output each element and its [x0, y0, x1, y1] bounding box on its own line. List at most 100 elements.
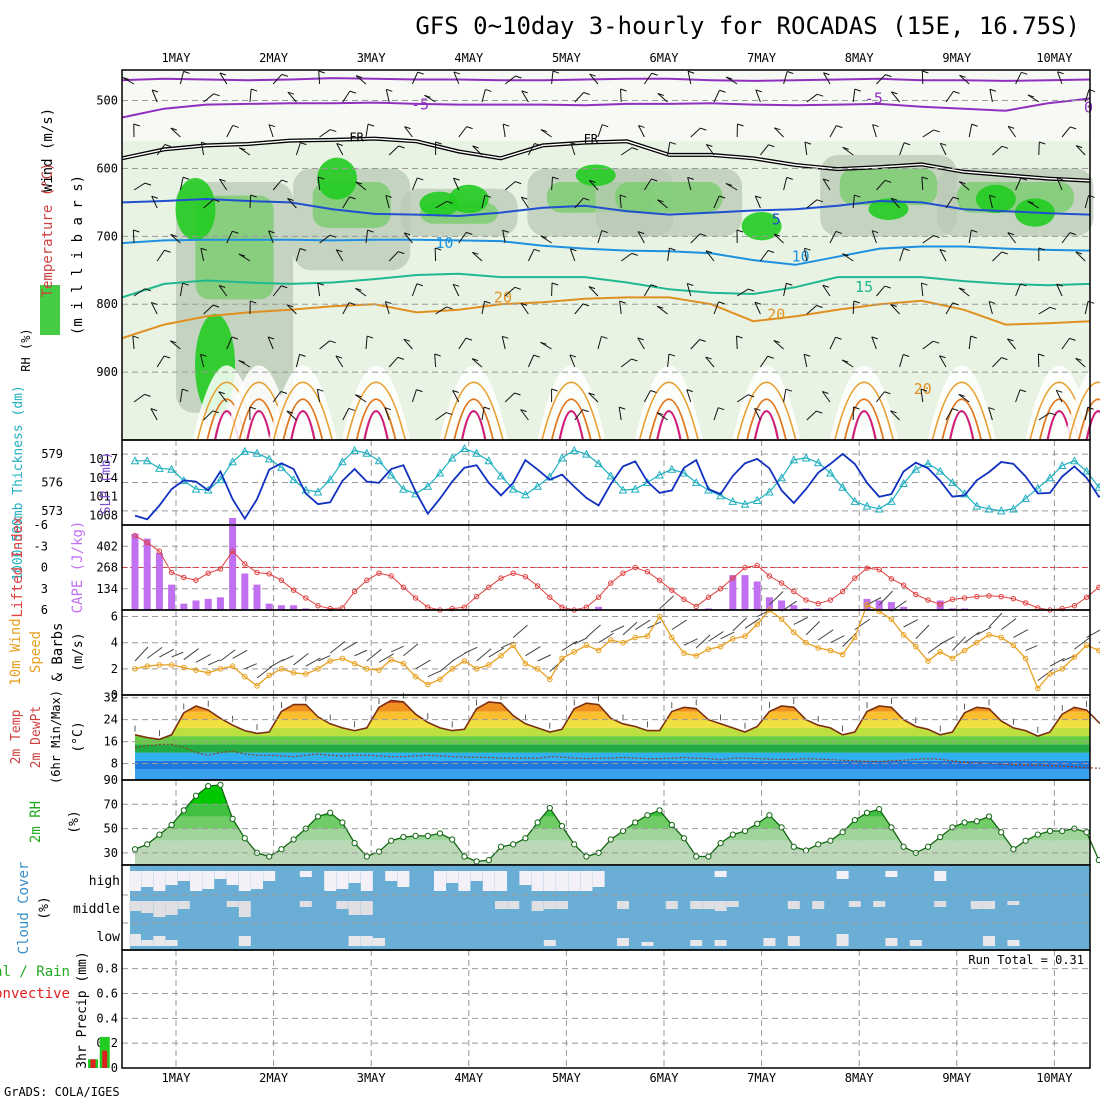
high-cloud-cell: [360, 871, 373, 891]
wind-barb: [435, 412, 447, 421]
wind-speed-point: [181, 664, 187, 671]
rh-point: [607, 836, 614, 843]
surface-wind-barb: [671, 619, 688, 631]
isotherm-line: [121, 77, 1091, 82]
wind-barb-feather: [465, 337, 473, 341]
wind-barb: [1075, 145, 1086, 156]
surface-wind-barb: [525, 646, 541, 657]
lifted-index-label: Lifted Index: [10, 516, 26, 617]
thickness-point: [289, 475, 298, 484]
middle-cloud-cell: [238, 901, 251, 917]
middle-cloud-cell: [531, 901, 544, 911]
rh-point: [351, 840, 358, 847]
middle-cloud-cell: [873, 901, 886, 907]
wind-barb-feather: [657, 92, 664, 96]
pressure-tick-label: 700: [96, 229, 118, 243]
thickness-point: [521, 490, 530, 499]
thickness-point: [728, 496, 738, 505]
wind-barb: [643, 72, 653, 85]
thickness-point: [386, 470, 396, 479]
temp-label-line2: 2m DewPt: [29, 706, 44, 769]
wind-barb-feather: [452, 390, 459, 393]
thickness-point: [667, 464, 677, 473]
cloud-level-label: high: [89, 874, 120, 889]
rh-point: [766, 812, 773, 819]
wind-barb-feather: [891, 91, 898, 95]
high-cloud-cell: [336, 871, 349, 889]
rh-point: [1034, 831, 1041, 838]
wind-barb: [574, 303, 584, 315]
wind-barb-feather: [551, 282, 559, 286]
wind-speed-point: [510, 642, 517, 649]
rh-point: [473, 858, 480, 865]
date-bottom-label: 7MAY: [747, 1071, 777, 1085]
rh-point: [131, 846, 139, 853]
low-cloud-cell: [153, 936, 166, 946]
wind-barb: [773, 340, 784, 350]
temp-tick-label: 8: [111, 757, 118, 771]
rh-point: [510, 841, 517, 848]
wind-barb-feather: [540, 235, 547, 239]
rh-point: [449, 836, 456, 843]
surface-wind-barb: [232, 649, 248, 659]
wind-barb-feather: [472, 145, 479, 149]
date-bottom-label: 1MAY: [162, 1071, 192, 1085]
wind-barb-feather: [182, 282, 189, 286]
wind-label-line2: Speed: [28, 631, 44, 673]
surface-wind-barb: [256, 666, 273, 679]
precip-tick-label: 0.8: [96, 962, 118, 976]
surface-wind-barb: [1013, 629, 1029, 638]
isotherm-label: FR: [584, 132, 599, 146]
wind-barb: [1015, 177, 1022, 191]
wind-barb: [203, 93, 215, 103]
rh-point: [1010, 846, 1017, 853]
wind-barb-feather: [939, 249, 947, 252]
isotherm-label: 0: [1084, 98, 1093, 116]
middle-cloud-cell: [543, 901, 556, 909]
surface-wind-barb: [403, 643, 419, 657]
high-cloud-cell: [214, 871, 227, 879]
wind-barb: [968, 124, 973, 138]
rh-point: [815, 841, 822, 848]
wind-barb: [992, 357, 1002, 368]
wind-barb-feather: [446, 200, 453, 204]
wind-speed-point: [620, 639, 626, 646]
surface-wind-barb: [732, 617, 747, 632]
precip-tick-label: 0.6: [96, 986, 118, 1000]
wind-barb-feather: [836, 125, 843, 129]
li-point: [632, 564, 638, 571]
wind-barb-feather: [1076, 145, 1083, 149]
temp-color-band: [135, 769, 1090, 780]
wind-barb-feather: [1056, 283, 1063, 287]
rh-point: [571, 841, 578, 848]
isotherm-25-loop: [282, 398, 324, 441]
li-point: [400, 584, 407, 591]
wind-speed-point: [315, 666, 321, 672]
surface-wind-barb: [342, 641, 358, 651]
wind-barb-feather: [385, 301, 392, 305]
wind-barb: [570, 142, 576, 156]
low-cloud-cell: [129, 934, 142, 946]
wind-barb: [179, 389, 183, 403]
high-cloud-cell: [519, 871, 532, 885]
wind-barb: [203, 304, 214, 315]
thickness-label: 1000-500mb Thickness (dm): [11, 385, 26, 581]
wind-barb: [1007, 232, 1016, 244]
wind-barb-feather: [589, 179, 596, 183]
rh-point: [424, 832, 431, 839]
surface-wind-barb: [293, 653, 309, 666]
wind-barb: [657, 199, 668, 209]
wind-barb: [203, 410, 214, 421]
wind-barb: [472, 251, 483, 262]
wind-barb: [169, 340, 181, 350]
wind-speed-point: [205, 669, 212, 676]
rh-point: [802, 847, 810, 854]
li-point: [681, 596, 687, 603]
wind-speed-point: [1022, 655, 1029, 662]
thickness-point: [472, 448, 481, 457]
wind-barb: [411, 71, 419, 85]
wind-barb-feather: [1056, 389, 1063, 393]
wind-barb-feather: [890, 410, 897, 414]
li-point: [254, 569, 260, 576]
middle-cloud-cell: [1007, 901, 1020, 905]
